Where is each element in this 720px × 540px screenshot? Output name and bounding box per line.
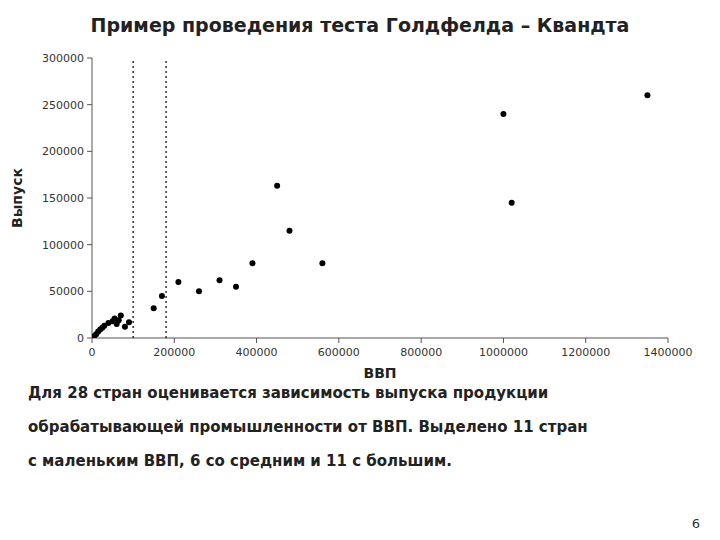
y-tick	[87, 104, 92, 105]
vertical-line	[165, 58, 166, 338]
x-tick-label: 0	[89, 346, 96, 359]
y-tick-label: 0	[77, 332, 84, 345]
y-tick-label: 300000	[42, 52, 84, 65]
y-tick-label: 50000	[49, 285, 84, 298]
point	[122, 324, 128, 330]
point	[509, 200, 515, 206]
y-tick	[87, 58, 92, 59]
y-axis-label: Выпуск	[9, 168, 25, 228]
y-tick	[87, 338, 92, 339]
y-axis-line	[92, 58, 93, 338]
point	[249, 260, 255, 266]
title: Пример проведения теста Голдфелда – Кван…	[91, 14, 630, 36]
x-tick	[503, 338, 504, 343]
x-tick	[174, 338, 175, 343]
point	[159, 293, 165, 299]
y-tick-label: 250000	[42, 99, 84, 112]
plot-area	[92, 58, 650, 338]
x-tick-label: 1200000	[561, 346, 610, 359]
y-tick-label: 150000	[42, 192, 84, 205]
x-tick	[668, 338, 669, 343]
point	[118, 313, 124, 319]
x-axis-label: ВВП	[363, 365, 396, 381]
point	[274, 183, 280, 189]
y-tick	[87, 198, 92, 199]
point	[217, 277, 223, 283]
x-tick-label: 800000	[400, 346, 442, 359]
y-tick	[87, 151, 92, 152]
x-tick-label: 600000	[318, 346, 360, 359]
point	[644, 92, 650, 98]
footnote: обрабатывающей промышленности от ВВП. Вы…	[28, 418, 588, 436]
point	[319, 260, 325, 266]
y-tick	[87, 244, 92, 245]
x-tick	[338, 338, 339, 343]
y-tick-label: 100000	[42, 239, 84, 252]
y-tick	[87, 291, 92, 292]
y-tick-label: 200000	[42, 145, 84, 158]
x-tick-label: 1400000	[644, 346, 693, 359]
point	[151, 305, 157, 311]
vertical-line	[133, 58, 134, 338]
point	[126, 319, 132, 325]
x-tick	[92, 338, 93, 343]
chart: Пример проведения теста Голдфелда – Кван…	[0, 0, 720, 540]
page-number: 6	[692, 516, 700, 531]
point	[233, 284, 239, 290]
x-tick-label: 400000	[236, 346, 278, 359]
x-tick-label: 1000000	[479, 346, 528, 359]
point	[500, 111, 506, 117]
x-axis-line	[92, 338, 668, 339]
point	[175, 279, 181, 285]
point	[196, 288, 202, 294]
x-tick	[585, 338, 586, 343]
x-tick	[421, 338, 422, 343]
x-tick-label: 200000	[153, 346, 195, 359]
footnote: с маленьким ВВП, 6 со средним и 11 с бол…	[28, 452, 452, 470]
point	[286, 228, 292, 234]
footnote: Для 28 стран оценивается зависимость вып…	[28, 384, 548, 402]
x-tick	[256, 338, 257, 343]
